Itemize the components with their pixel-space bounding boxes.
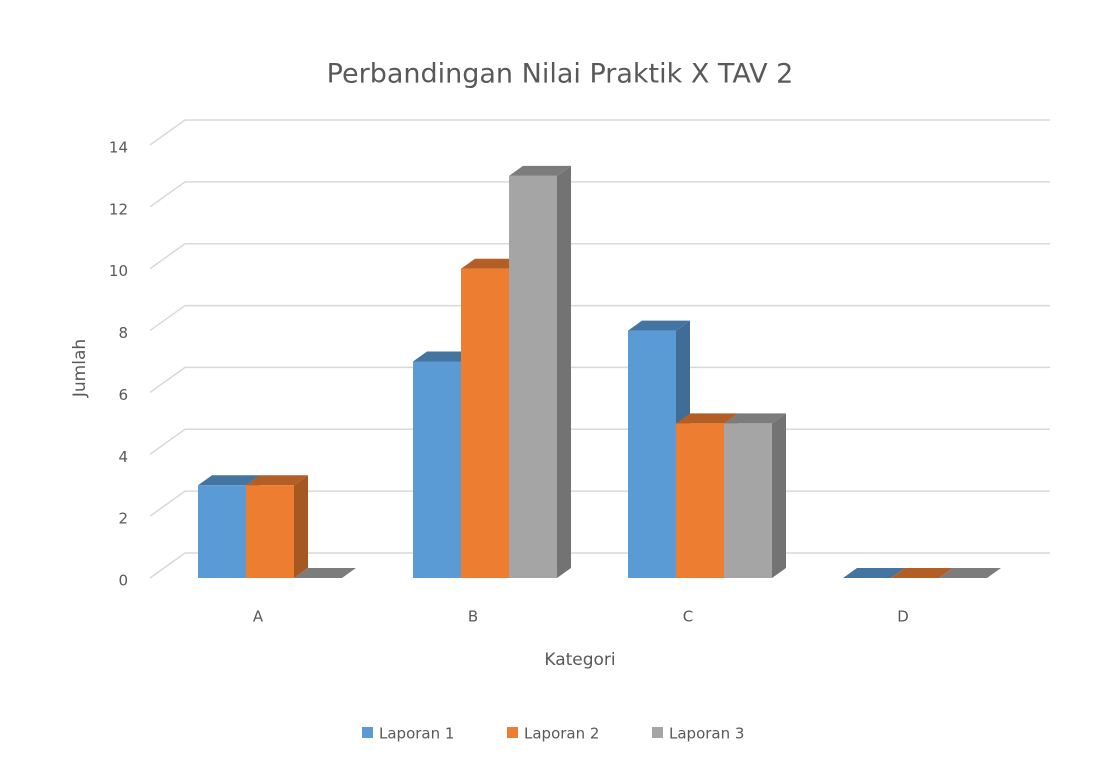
y-tick-label: 10 — [109, 262, 128, 280]
x-tick-label: D — [897, 608, 909, 626]
y-tick-label: 4 — [118, 448, 128, 466]
bar-front — [413, 361, 461, 578]
legend-label: Laporan 1 — [379, 725, 454, 743]
y-tick-label: 12 — [109, 200, 128, 218]
bar-top — [676, 413, 738, 424]
x-axis-title: Kategori — [544, 650, 615, 670]
bar — [724, 413, 786, 578]
legend-swatch — [507, 727, 518, 738]
x-tick-label: C — [683, 608, 693, 626]
bar-top — [628, 320, 690, 331]
y-tick-label: 14 — [109, 139, 128, 157]
grid-line — [149, 366, 1050, 394]
bar-side — [294, 475, 308, 578]
x-tick-label: A — [253, 608, 264, 626]
bar-side — [557, 165, 571, 578]
bar-top — [891, 568, 953, 578]
bar — [939, 568, 1001, 578]
bar — [294, 568, 356, 578]
bar-top — [843, 568, 905, 578]
bar-top — [198, 475, 260, 486]
bar — [246, 475, 308, 578]
grid-line — [149, 242, 1050, 270]
y-tick-label: 2 — [118, 510, 128, 528]
y-tick-label: 0 — [118, 572, 128, 590]
bar-front — [246, 485, 294, 578]
bar-top — [939, 568, 1001, 578]
bar — [891, 568, 953, 578]
bar-top — [509, 165, 571, 176]
chart-title: Perbandingan Nilai Praktik X TAV 2 — [327, 59, 794, 90]
bar-front — [509, 175, 557, 578]
bar-top — [461, 258, 523, 269]
y-tick-label: 6 — [118, 386, 128, 404]
grid-line — [149, 428, 1050, 455]
bar — [843, 568, 905, 578]
bar-front — [628, 330, 676, 578]
bar-front — [198, 485, 246, 578]
grid-line — [149, 181, 1050, 208]
y-axis-title: Jumlah — [70, 339, 90, 398]
legend-label: Laporan 2 — [524, 725, 599, 743]
bar — [509, 165, 571, 578]
x-tick-label: B — [468, 608, 478, 626]
bar-top — [246, 475, 308, 486]
grid-line — [149, 119, 1050, 146]
legend-swatch — [652, 727, 663, 738]
bar-side — [772, 413, 786, 578]
bar-front — [461, 268, 509, 578]
bar-top — [294, 568, 356, 578]
grid-line — [149, 304, 1050, 332]
legend-swatch — [362, 727, 373, 738]
bar-top — [413, 351, 475, 362]
bar-front — [724, 423, 772, 578]
y-tick-label: 8 — [118, 324, 128, 342]
legend-label: Laporan 3 — [669, 725, 744, 743]
bar-front — [676, 423, 724, 578]
bar-top — [724, 413, 786, 424]
